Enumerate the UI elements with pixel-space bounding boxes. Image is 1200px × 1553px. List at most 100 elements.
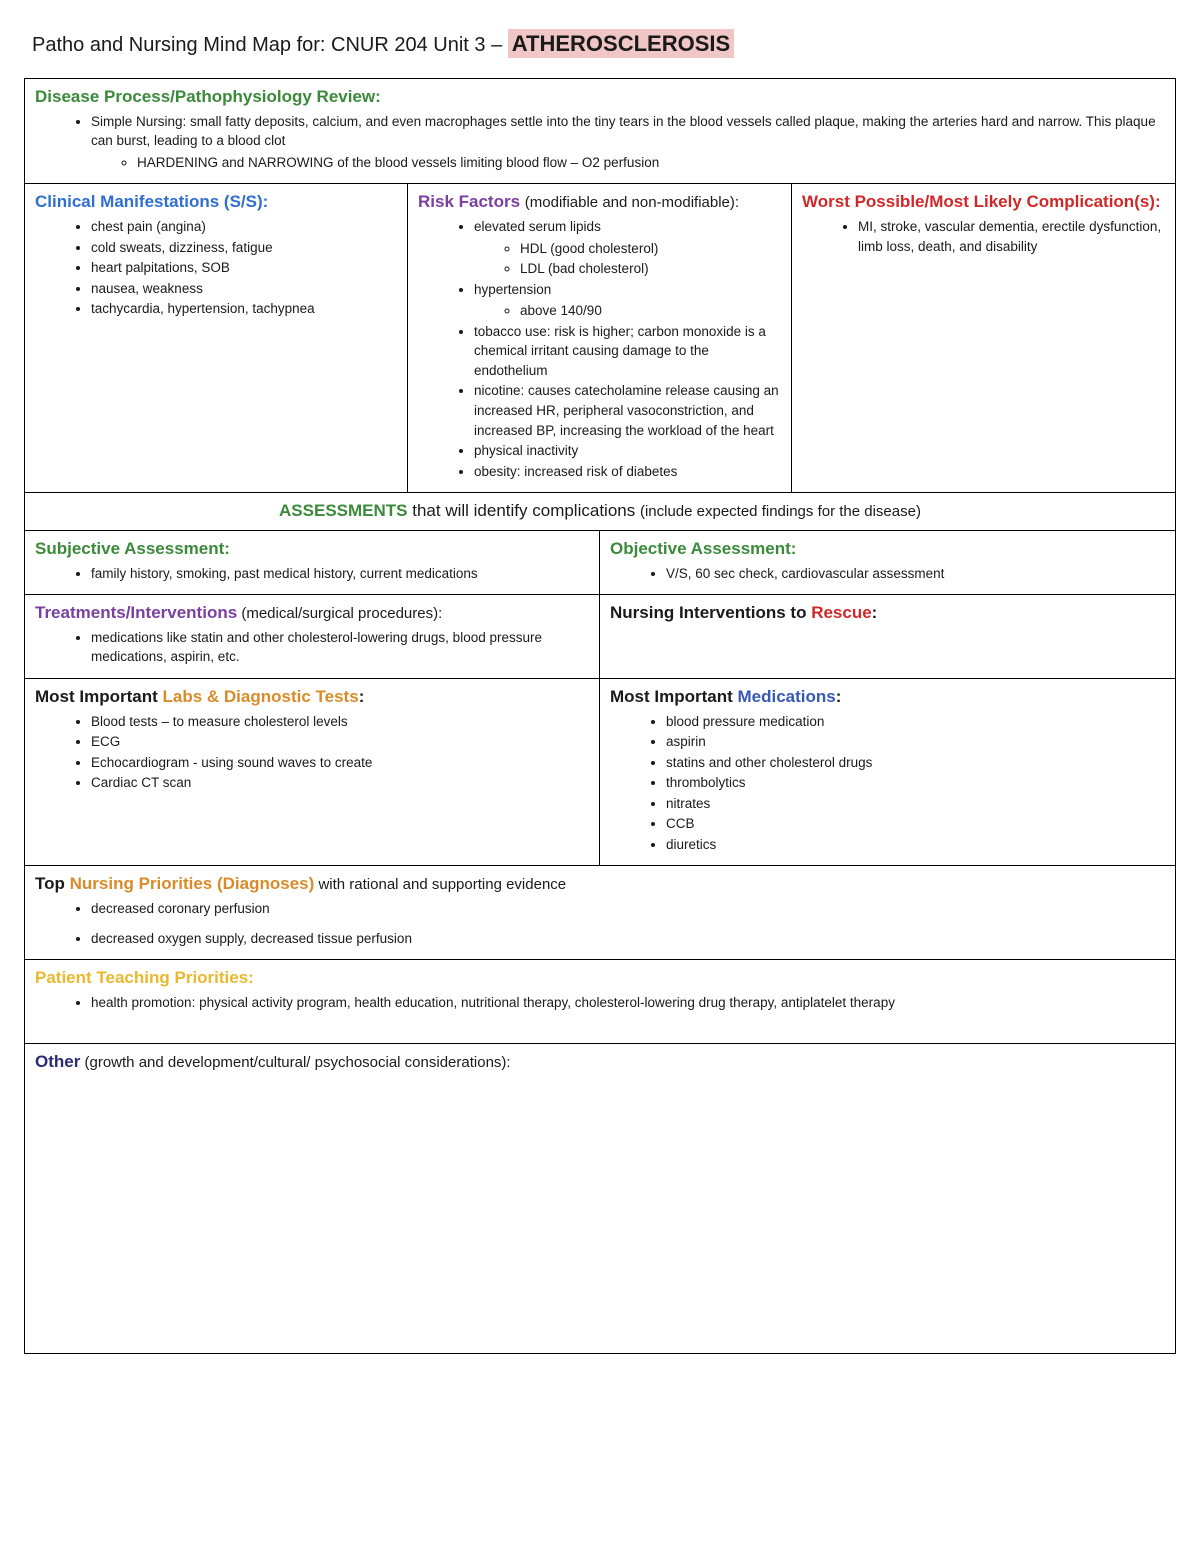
clinical-manifestations-title: Clinical Manifestations (S/S): <box>35 190 397 215</box>
rescue-end: : <box>872 603 878 622</box>
disease-process-list: Simple Nursing: small fatty deposits, ca… <box>35 112 1165 173</box>
list-item: hypertension above 140/90 <box>474 280 781 321</box>
bullet-text: Simple Nursing: small fatty deposits, ca… <box>91 114 1156 149</box>
row-assessments: Subjective Assessment: family history, s… <box>24 531 1176 595</box>
title-prefix: Patho and Nursing Mind Map for: CNUR 204… <box>32 34 508 56</box>
treatments-title: Treatments/Interventions (medical/surgic… <box>35 601 589 626</box>
clinical-manifestations-list: chest pain (angina) cold sweats, dizzine… <box>35 217 397 319</box>
list-item: HDL (good cholesterol) <box>520 239 781 259</box>
list-item: above 140/90 <box>520 301 781 321</box>
title-topic: ATHEROSCLEROSIS <box>508 29 734 58</box>
medications-prefix: Most Important <box>610 687 738 706</box>
objective-box: Objective Assessment: V/S, 60 sec check,… <box>600 531 1176 595</box>
teaching-list: health promotion: physical activity prog… <box>35 993 1165 1013</box>
list-item: physical inactivity <box>474 441 781 461</box>
nursing-rescue-title: Nursing Interventions to Rescue: <box>610 601 1165 626</box>
rescue-accent: Rescue <box>811 603 871 622</box>
list-item: V/S, 60 sec check, cardiovascular assess… <box>666 564 1165 584</box>
mind-map-grid: Disease Process/Pathophysiology Review: … <box>24 78 1176 1354</box>
other-accent: Other <box>35 1052 80 1071</box>
medications-title: Most Important Medications: <box>610 685 1165 710</box>
treatments-lead: Treatments/Interventions <box>35 603 237 622</box>
list-item: chest pain (angina) <box>91 217 397 237</box>
complications-list: MI, stroke, vascular dementia, erectile … <box>802 217 1165 256</box>
list-item: cold sweats, dizziness, fatigue <box>91 238 397 258</box>
assessments-paren: (include expected findings for the disea… <box>640 503 921 520</box>
bullet-text: hypertension <box>474 282 551 297</box>
subjective-box: Subjective Assessment: family history, s… <box>24 531 600 595</box>
list-item: obesity: increased risk of diabetes <box>474 462 781 482</box>
list-item: aspirin <box>666 732 1165 752</box>
treatments-box: Treatments/Interventions (medical/surgic… <box>24 595 600 679</box>
teaching-box: Patient Teaching Priorities: health prom… <box>24 960 1176 1044</box>
sub-list: above 140/90 <box>474 301 781 321</box>
list-item: elevated serum lipids HDL (good choleste… <box>474 217 781 279</box>
disease-process-box: Disease Process/Pathophysiology Review: … <box>24 78 1176 184</box>
sub-list: HARDENING and NARROWING of the blood ves… <box>91 153 1165 173</box>
objective-title: Objective Assessment: <box>610 537 1165 562</box>
list-item: thrombolytics <box>666 773 1165 793</box>
bullet-text: elevated serum lipids <box>474 219 601 234</box>
list-item: heart palpitations, SOB <box>91 258 397 278</box>
list-item: MI, stroke, vascular dementia, erectile … <box>858 217 1165 256</box>
list-item: diuretics <box>666 835 1165 855</box>
nursing-rescue-box: Nursing Interventions to Rescue: <box>600 595 1176 679</box>
objective-list: V/S, 60 sec check, cardiovascular assess… <box>610 564 1165 584</box>
priorities-prefix: Top <box>35 874 70 893</box>
assessments-rest: that will identify complications <box>408 501 640 520</box>
priorities-title: Top Nursing Priorities (Diagnoses) with … <box>35 872 1165 897</box>
list-item: nitrates <box>666 794 1165 814</box>
other-rest: (growth and development/cultural/ psycho… <box>80 1054 510 1071</box>
labs-list: Blood tests – to measure cholesterol lev… <box>35 712 589 793</box>
risk-factors-title: Risk Factors (modifiable and non-modifia… <box>418 190 781 215</box>
medications-box: Most Important Medications: blood pressu… <box>600 679 1176 867</box>
list-item: family history, smoking, past medical hi… <box>91 564 589 584</box>
list-item: nausea, weakness <box>91 279 397 299</box>
subjective-list: family history, smoking, past medical hi… <box>35 564 589 584</box>
labs-accent: Labs & Diagnostic Tests <box>163 687 359 706</box>
row-treatments: Treatments/Interventions (medical/surgic… <box>24 595 1176 679</box>
subjective-title: Subjective Assessment: <box>35 537 589 562</box>
row-three-col: Clinical Manifestations (S/S): chest pai… <box>24 184 1176 493</box>
disease-process-title: Disease Process/Pathophysiology Review: <box>35 85 1165 110</box>
medications-list: blood pressure medication aspirin statin… <box>610 712 1165 855</box>
page-title: Patho and Nursing Mind Map for: CNUR 204… <box>32 28 1176 60</box>
sub-list: HDL (good cholesterol) LDL (bad choleste… <box>474 239 781 279</box>
list-item: Echocardiogram - using sound waves to cr… <box>91 753 589 773</box>
assessments-band: ASSESSMENTS that will identify complicat… <box>24 493 1176 531</box>
list-item: ECG <box>91 732 589 752</box>
row-labs-meds: Most Important Labs & Diagnostic Tests: … <box>24 679 1176 867</box>
other-box: Other (growth and development/cultural/ … <box>24 1044 1176 1354</box>
list-item: nicotine: causes catecholamine release c… <box>474 381 781 440</box>
assessments-lead: ASSESSMENTS <box>279 501 407 520</box>
treatments-list: medications like statin and other choles… <box>35 628 589 667</box>
list-item: CCB <box>666 814 1165 834</box>
treatments-rest: (medical/surgical procedures): <box>237 605 442 622</box>
priorities-accent: Nursing Priorities (Diagnoses) <box>70 874 315 893</box>
labs-suffix: : <box>359 687 365 706</box>
list-item: blood pressure medication <box>666 712 1165 732</box>
list-item: tachycardia, hypertension, tachypnea <box>91 299 397 319</box>
list-item: medications like statin and other choles… <box>91 628 589 667</box>
risk-factors-subtitle: (modifiable and non-modifiable): <box>525 194 739 211</box>
list-item: Simple Nursing: small fatty deposits, ca… <box>91 112 1165 173</box>
labs-box: Most Important Labs & Diagnostic Tests: … <box>24 679 600 867</box>
priorities-box: Top Nursing Priorities (Diagnoses) with … <box>24 866 1176 960</box>
priorities-rest: with rational and supporting evidence <box>314 876 566 893</box>
complications-box: Worst Possible/Most Likely Complication(… <box>792 184 1176 493</box>
list-item: decreased coronary perfusion <box>91 899 1165 919</box>
complications-title: Worst Possible/Most Likely Complication(… <box>802 190 1165 215</box>
medications-accent: Medications <box>738 687 836 706</box>
rescue-lead: Nursing Interventions to <box>610 603 811 622</box>
list-item: LDL (bad cholesterol) <box>520 259 781 279</box>
list-item: health promotion: physical activity prog… <box>91 993 1165 1013</box>
medications-suffix: : <box>836 687 842 706</box>
list-item: tobacco use: risk is higher; carbon mono… <box>474 322 781 381</box>
labs-title: Most Important Labs & Diagnostic Tests: <box>35 685 589 710</box>
risk-factors-lead: Risk Factors <box>418 192 520 211</box>
list-item: decreased oxygen supply, decreased tissu… <box>91 929 1165 949</box>
list-item: Blood tests – to measure cholesterol lev… <box>91 712 589 732</box>
teaching-title: Patient Teaching Priorities: <box>35 966 1165 991</box>
priorities-list: decreased coronary perfusion decreased o… <box>35 899 1165 948</box>
other-title: Other (growth and development/cultural/ … <box>35 1050 1165 1075</box>
